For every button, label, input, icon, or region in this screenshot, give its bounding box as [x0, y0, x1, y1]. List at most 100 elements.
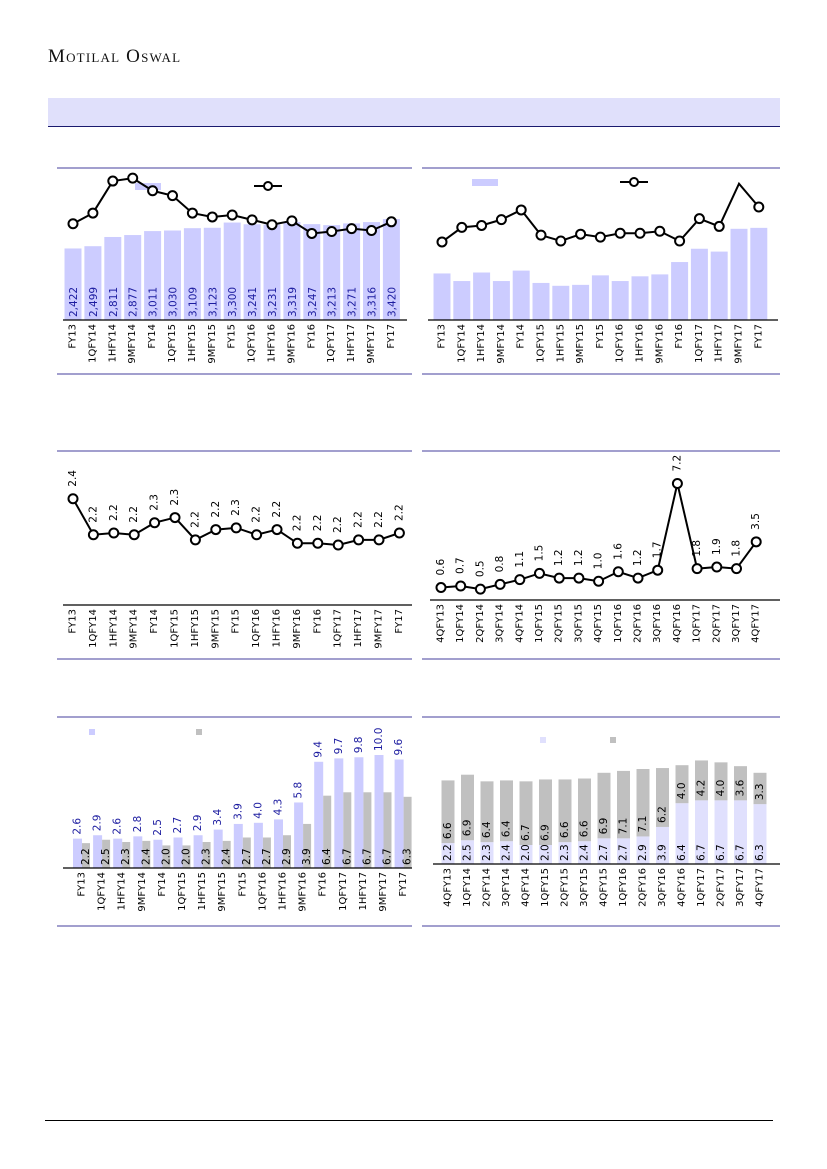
point-data-label: 0.7: [455, 557, 467, 574]
x-tick-label: 3QFY16: [652, 604, 663, 643]
x-tick-label: 2QFY14: [482, 868, 493, 907]
x-tick-label: FY16: [318, 872, 329, 897]
x-tick-label: 1QFY14: [455, 604, 466, 643]
bar-series-2-label: 6.7: [361, 848, 373, 865]
bar-series-1: [213, 829, 223, 868]
bar: [671, 262, 689, 320]
bar: [750, 227, 768, 320]
bar-series-1: [294, 802, 304, 868]
bar: [651, 274, 669, 320]
bar-series-1: [354, 757, 364, 868]
line-marker: [353, 534, 365, 546]
x-tick-label: FY16: [674, 324, 685, 349]
stack-segment-2-label: 6.9: [462, 820, 474, 837]
bar: [532, 282, 550, 320]
x-tick-label: 3QFY16: [657, 868, 668, 907]
stack-segment-2: [734, 766, 747, 801]
bar: [243, 224, 261, 320]
x-tick-label: FY15: [227, 324, 238, 349]
bar-series-1-label: 9.7: [333, 738, 345, 755]
x-tick-label: FY16: [306, 324, 317, 349]
x-tick-label: 4QFY14: [514, 604, 525, 643]
line-marker: [127, 172, 139, 184]
stack-segment-2: [461, 774, 474, 841]
x-tick-label: 9MFY16: [286, 324, 297, 364]
footer-rule: [45, 1120, 773, 1121]
stack-segment-1-label: 2.4: [579, 844, 591, 861]
stack-segment-2-label: 4.0: [715, 780, 727, 797]
point-data-label: 2.2: [251, 506, 263, 523]
stack-segment-2: [558, 779, 572, 843]
x-tick-label: 9MFY14: [129, 609, 140, 649]
bar: [453, 281, 471, 320]
x-tick-label: 9MFY16: [298, 872, 309, 912]
line-marker: [306, 227, 318, 239]
bar: [473, 272, 491, 320]
stack-segment-2-label: 4.2: [696, 780, 708, 797]
x-tick-label: 1HFY16: [635, 324, 646, 362]
point-data-label: 2.3: [230, 499, 242, 516]
bar-series-1: [334, 758, 344, 868]
line-marker: [750, 536, 762, 548]
bar-series-2-label: 2.7: [241, 848, 253, 865]
point-data-label: 3.5: [750, 513, 762, 530]
stack-segment-1: [558, 842, 572, 864]
bar: [124, 235, 142, 320]
bar-series-1-label: 2.6: [112, 818, 124, 835]
point-data-label: 1.2: [632, 549, 644, 566]
bar: [343, 223, 361, 320]
x-tick-label: 1QFY14: [456, 324, 467, 363]
bar-series-2-label: 2.4: [221, 848, 233, 865]
line-marker: [167, 190, 178, 202]
bar-series-1-label: 2.7: [172, 817, 184, 834]
line-marker: [652, 564, 664, 576]
stack-segment-2-label: 6.9: [598, 818, 610, 835]
bar-series-1-label: 2.9: [92, 815, 104, 832]
line-marker: [632, 572, 644, 584]
x-tick-label: 9MFY14: [496, 324, 507, 364]
chart-5: 2.6 2.9 2.6 2.8 2.5 2.7 2.9 3.4 3.9 4.0 4.3 5.8 9.4 9…: [57, 716, 414, 927]
x-tick-label: 9MFY15: [207, 324, 218, 364]
point-data-label: 1.8: [691, 540, 703, 557]
line-marker: [711, 561, 723, 573]
stack-segment-2-label: 4.0: [676, 782, 688, 799]
x-tick-label: 1HFY16: [278, 872, 289, 910]
stack-segment-1-label: 6.4: [676, 844, 688, 861]
bar-series-2-label: 6.4: [321, 848, 333, 865]
point-data-label: 2.3: [169, 489, 181, 506]
line-marker: [246, 214, 258, 226]
bar-data-label: 2,877: [128, 287, 140, 317]
x-tick-label: 1HFY14: [476, 324, 487, 362]
stack-segment-1-label: 2.4: [501, 844, 513, 861]
x-tick-label: 9MFY15: [217, 872, 228, 912]
bar-series-1-label: 2.5: [152, 819, 164, 836]
stack-segment-2: [636, 769, 650, 837]
x-tick-label: 1QFY15: [540, 868, 551, 907]
point-data-label: 1.2: [553, 549, 565, 566]
bar-data-label: 3,030: [168, 287, 180, 317]
bar: [611, 281, 629, 320]
series-line: [440, 483, 758, 591]
point-data-label: 2.2: [291, 515, 303, 532]
bar-series-1: [394, 759, 404, 868]
legend-line-marker: [629, 177, 639, 187]
bar-series-1: [153, 839, 163, 868]
line-marker: [67, 493, 79, 505]
line-marker: [186, 207, 198, 219]
bar-series-2: [142, 840, 151, 868]
point-data-label: 0.6: [435, 559, 447, 576]
point-data-label: 2.2: [189, 511, 201, 528]
stack-segment-1: [656, 826, 669, 864]
line-marker: [271, 524, 283, 536]
line-marker: [594, 231, 606, 243]
x-tick-label: FY17: [753, 324, 764, 349]
bar-series-1: [193, 835, 203, 868]
line-marker: [671, 477, 683, 489]
bar: [690, 248, 708, 320]
bar-series-1: [233, 823, 243, 868]
x-tick-label: 9MFY17: [734, 324, 745, 364]
point-data-label: 2.2: [271, 501, 283, 518]
line-marker: [385, 216, 397, 228]
stack-segment-2: [695, 760, 708, 801]
bar-series-2-label: 2.2: [80, 848, 92, 865]
